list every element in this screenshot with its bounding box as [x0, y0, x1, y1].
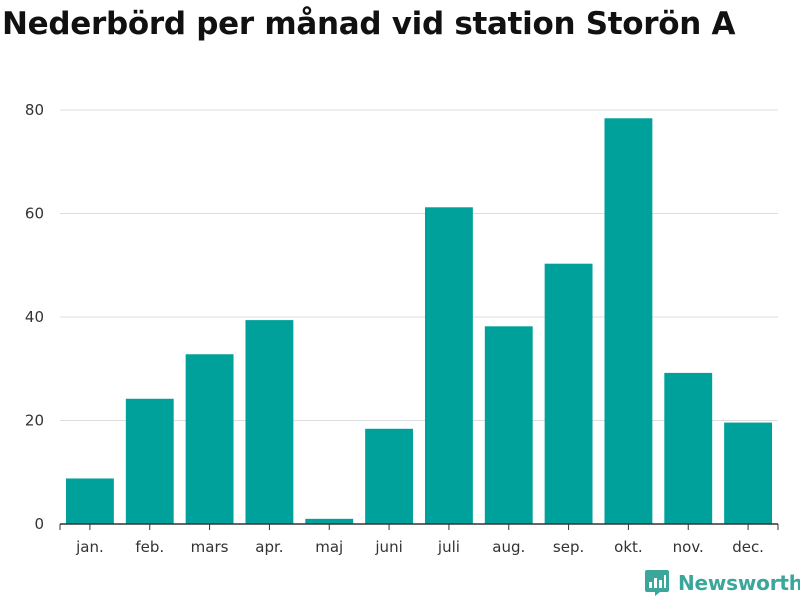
y-tick-label: 40 [25, 308, 44, 326]
bar-feb [125, 398, 174, 524]
gridlines [60, 109, 778, 421]
bar-sep [544, 263, 593, 524]
bar-juni [365, 428, 414, 524]
bar-maj [305, 518, 354, 524]
newsworthy-logo: Newsworthy [644, 569, 800, 597]
brand-name: Newsworthy [678, 571, 800, 595]
x-tick-label: mars [191, 538, 229, 556]
bar-nov [664, 372, 713, 524]
x-tick-label: apr. [255, 538, 283, 556]
x-tick-label: jan. [75, 538, 104, 556]
bar-apr [245, 320, 294, 524]
bar-mars [185, 354, 234, 524]
y-tick-label: 20 [25, 412, 44, 430]
x-tick-label: juli [437, 538, 460, 556]
x-tick-label: okt. [614, 538, 643, 556]
x-tick-label: nov. [673, 538, 704, 556]
bar-okt [604, 118, 653, 524]
x-tick-label: dec. [732, 538, 764, 556]
bar-jan [65, 478, 114, 524]
x-tick-label: feb. [135, 538, 164, 556]
x-tick-label: aug. [492, 538, 525, 556]
x-tick-label: juni [374, 538, 402, 556]
chart-title: Nederbörd per månad vid station Storön A [2, 6, 736, 42]
y-tick-label: 80 [25, 101, 44, 119]
x-tick-label: maj [315, 538, 343, 556]
y-tick-label: 60 [25, 205, 44, 223]
axes: 0 20 40 60 80 jan. feb. mars apr. maj juni juli aug.… [25, 101, 779, 556]
y-tick-label: 0 [34, 515, 44, 533]
bar-aug [484, 326, 533, 524]
chart-bubble-icon [645, 570, 669, 596]
bar-dec [724, 422, 773, 524]
bar-juli [424, 207, 473, 525]
bars [65, 118, 773, 525]
x-tick-label: sep. [553, 538, 584, 556]
